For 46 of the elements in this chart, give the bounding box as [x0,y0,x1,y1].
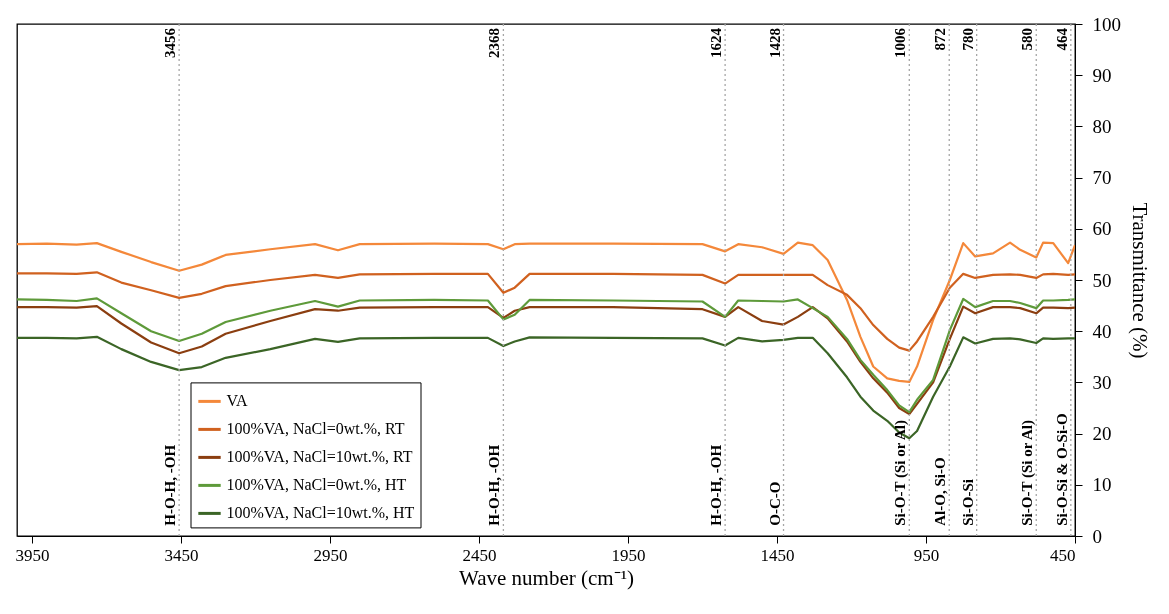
y-tick-label: 30 [1092,371,1112,393]
y-axis-title: Transmittance (%) [1128,202,1152,359]
x-tick-label: 1450 [760,545,795,565]
y-tick-label: 40 [1092,320,1112,342]
legend-label: 100%VA, NaCl=10wt.%, HT [226,504,415,522]
x-tick-label: 450 [1050,545,1076,565]
annotation: H-O-H, -OH [708,444,725,526]
ref-line-label: 1624 [708,27,725,58]
line-series [17,241,1075,383]
ref-line-label: 464 [1053,27,1070,51]
x-tick-label: 2450 [462,545,497,565]
annotation: Si-O-Si [959,479,976,526]
y-tick-label: 90 [1092,64,1112,86]
y-tick-label: 10 [1092,474,1112,496]
x-axis-title: Wave number (cm⁻¹) [459,565,634,590]
legend-label: 100%VA, NaCl=0wt.%, RT [226,420,405,438]
y-tick-label: 60 [1092,218,1112,240]
y-tick-label: 20 [1092,423,1112,445]
annotation: H-O-H, -OH [162,444,179,526]
ref-line-label: 2368 [486,28,503,58]
annotation: O-C-O [766,481,783,526]
ref-line-label: 872 [932,28,949,51]
y-tick-label: 100 [1092,13,1121,35]
y-tick-label: 70 [1092,167,1112,189]
x-tick-label: 950 [913,545,940,565]
annotation: Si-O-T (Si or Al) [892,420,910,526]
legend-label: 100%VA, NaCl=10wt.%, RT [226,448,413,466]
legend-label: VA [226,392,248,410]
ref-line-label: 780 [959,28,976,51]
annotation: H-O-H, -OH [486,444,503,526]
x-tick-label: 3450 [164,545,199,565]
ref-line-label: 1428 [766,28,783,58]
annotation: Si-O-Si & O-Si-O [1053,413,1070,526]
legend-label: 100%VA, NaCl=0wt.%, HT [226,476,407,494]
line-series [17,271,1075,352]
x-tick-label: 1950 [611,545,646,565]
annotation: Al-O, Si-O [932,457,949,526]
x-tick-label: 3950 [15,545,50,565]
y-tick-label: 80 [1092,115,1112,137]
annotation: Si-O-T (Si or Al) [1019,420,1037,526]
ref-line-label: 3456 [162,27,179,58]
ref-line-label: 1006 [892,27,909,58]
y-tick-label: 50 [1092,269,1112,291]
x-tick-label: 2950 [313,545,348,565]
y-tick-label: 0 [1092,525,1102,547]
ref-line-label: 580 [1019,28,1036,51]
